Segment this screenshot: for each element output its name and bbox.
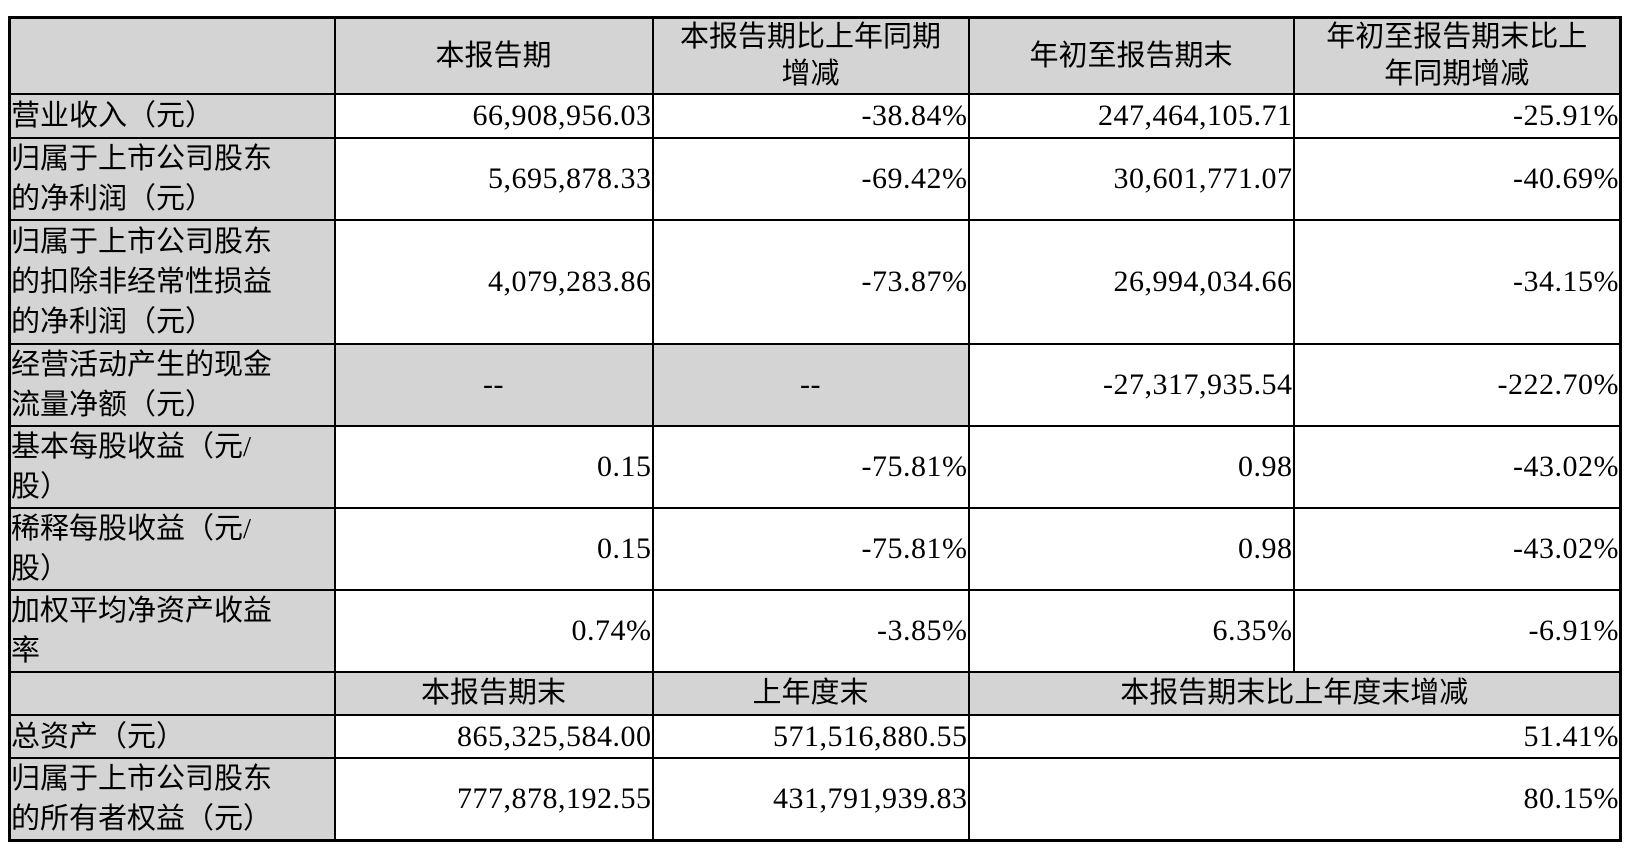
cell-value: 6.35%	[967, 589, 1295, 673]
header-ytd-change: 年初至报告期末比上 年同期增减	[1292, 16, 1622, 95]
cell-value: -6.91%	[1292, 589, 1622, 673]
cell-value: 0.98	[967, 507, 1295, 591]
row-label: 加权平均净资产收益 率	[8, 589, 336, 673]
header-empty-cell	[8, 671, 336, 716]
cell-value: 0.74%	[333, 589, 654, 673]
table-header-row: 本报告期 本报告期比上年同期 增减 年初至报告期末 年初至报告期末比上 年同期增…	[8, 16, 1622, 95]
cell-value: -222.70%	[1292, 343, 1622, 427]
cell-value: 865,325,584.00	[333, 714, 654, 759]
cell-value: 26,994,034.66	[967, 219, 1295, 345]
table-row-operating-cash-flow: 经营活动产生的现金 流量净额（元） -- -- -27,317,935.54 -…	[8, 343, 1622, 427]
table-row-net-profit-deducted: 归属于上市公司股东 的扣除非经常性损益 的净利润（元） 4,079,283.86…	[8, 219, 1622, 345]
table-row-total-assets: 总资产（元） 865,325,584.00 571,516,880.55 51.…	[8, 714, 1622, 759]
table-row-net-profit: 归属于上市公司股东 的净利润（元） 5,695,878.33 -69.42% 3…	[8, 137, 1622, 221]
cell-value: 30,601,771.07	[967, 137, 1295, 221]
table-row-basic-eps: 基本每股收益（元/ 股） 0.15 -75.81% 0.98 -43.02%	[8, 425, 1622, 509]
header-current-period-change: 本报告期比上年同期 增减	[651, 16, 970, 95]
cell-value: -27,317,935.54	[967, 343, 1295, 427]
cell-value: 0.98	[967, 425, 1295, 509]
row-label: 营业收入（元）	[8, 93, 336, 139]
cell-value: -69.42%	[651, 137, 970, 221]
row-label: 归属于上市公司股东 的扣除非经常性损益 的净利润（元）	[8, 219, 336, 345]
cell-value: 4,079,283.86	[333, 219, 654, 345]
table-row-revenue: 营业收入（元） 66,908,956.03 -38.84% 247,464,10…	[8, 93, 1622, 139]
cell-value: 247,464,105.71	[967, 93, 1295, 139]
table-row-diluted-eps: 稀释每股收益（元/ 股） 0.15 -75.81% 0.98 -43.02%	[8, 507, 1622, 591]
row-label: 基本每股收益（元/ 股）	[8, 425, 336, 509]
row-label: 稀释每股收益（元/ 股）	[8, 507, 336, 591]
header-ytd: 年初至报告期末	[967, 16, 1295, 95]
cell-value: 51.41%	[967, 714, 1622, 759]
cell-value: -40.69%	[1292, 137, 1622, 221]
cell-value: 80.15%	[967, 757, 1622, 842]
cell-value-na: --	[651, 343, 970, 427]
row-label: 经营活动产生的现金 流量净额（元）	[8, 343, 336, 427]
cell-value: 571,516,880.55	[651, 714, 970, 759]
cell-value: -75.81%	[651, 507, 970, 591]
cell-value: 66,908,956.03	[333, 93, 654, 139]
header-period-end: 本报告期末	[333, 671, 654, 716]
header-period-end-change: 本报告期末比上年度末增减	[967, 671, 1622, 716]
cell-value: -34.15%	[1292, 219, 1622, 345]
cell-value: -73.87%	[651, 219, 970, 345]
cell-value: -25.91%	[1292, 93, 1622, 139]
header-current-period: 本报告期	[333, 16, 654, 95]
cell-value: 0.15	[333, 425, 654, 509]
cell-value: 5,695,878.33	[333, 137, 654, 221]
table-row-owners-equity: 归属于上市公司股东 的所有者权益（元） 777,878,192.55 431,7…	[8, 757, 1622, 842]
header-empty-cell	[8, 16, 336, 95]
cell-value: -43.02%	[1292, 507, 1622, 591]
table-row-weighted-roe: 加权平均净资产收益 率 0.74% -3.85% 6.35% -6.91%	[8, 589, 1622, 673]
row-label: 总资产（元）	[8, 714, 336, 759]
cell-value-na: --	[333, 343, 654, 427]
row-label: 归属于上市公司股东 的所有者权益（元）	[8, 757, 336, 842]
cell-value: -75.81%	[651, 425, 970, 509]
cell-value: 431,791,939.83	[651, 757, 970, 842]
cell-value: -38.84%	[651, 93, 970, 139]
financial-summary-table: 本报告期 本报告期比上年同期 增减 年初至报告期末 年初至报告期末比上 年同期增…	[8, 16, 1622, 842]
cell-value: -3.85%	[651, 589, 970, 673]
header-prior-year-end: 上年度末	[651, 671, 970, 716]
table-header-row-2: 本报告期末 上年度末 本报告期末比上年度末增减	[8, 671, 1622, 716]
cell-value: 777,878,192.55	[333, 757, 654, 842]
cell-value: -43.02%	[1292, 425, 1622, 509]
cell-value: 0.15	[333, 507, 654, 591]
row-label: 归属于上市公司股东 的净利润（元）	[8, 137, 336, 221]
